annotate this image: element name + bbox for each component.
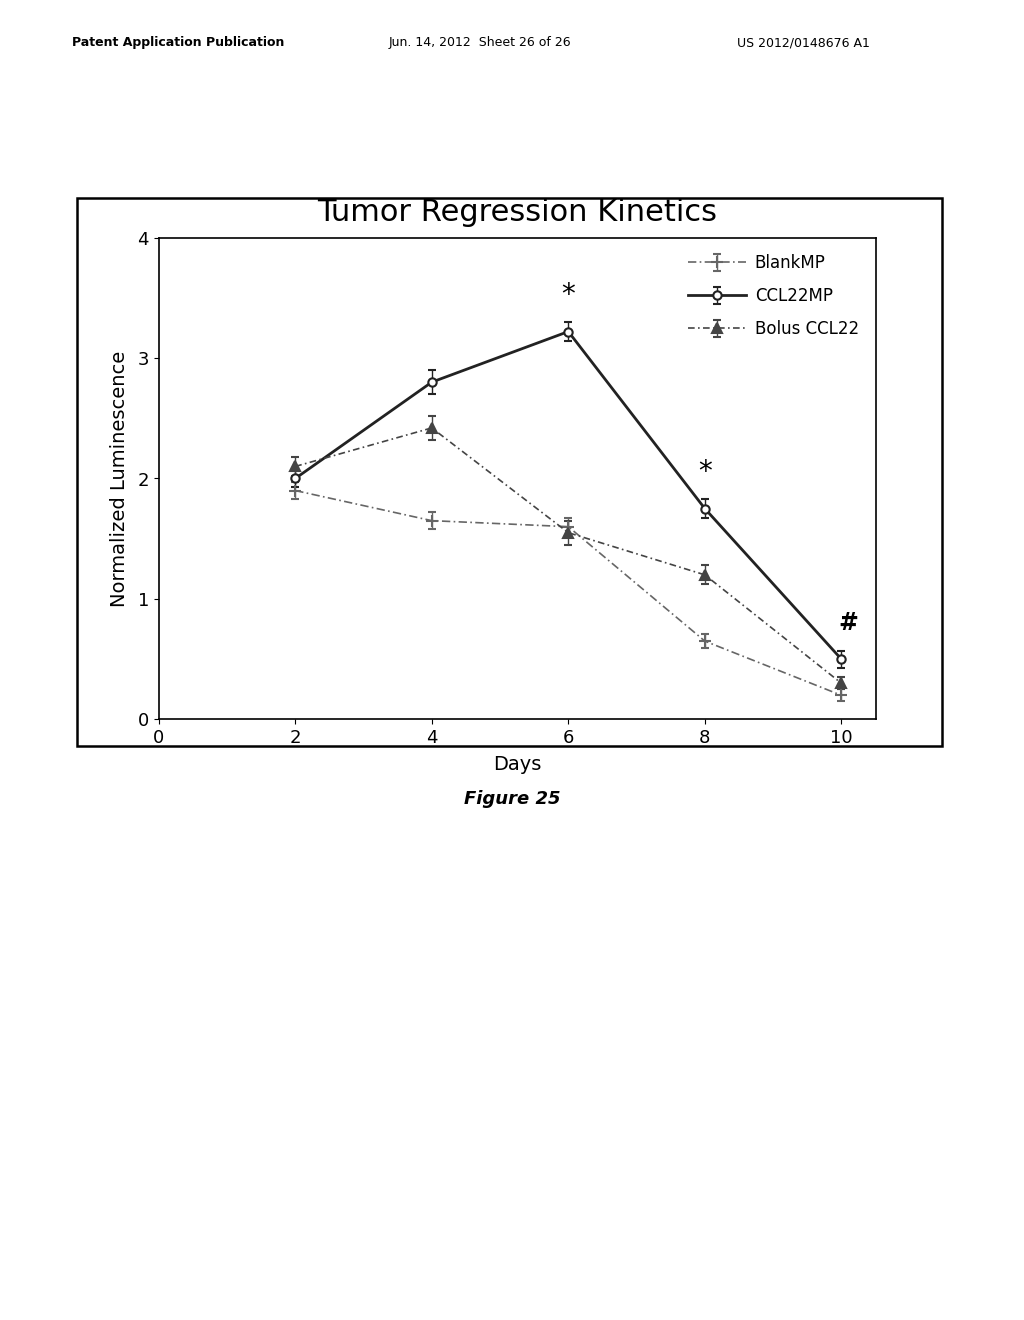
X-axis label: Days: Days	[493, 755, 542, 775]
Legend: BlankMP, CCL22MP, Bolus CCL22: BlankMP, CCL22MP, Bolus CCL22	[680, 246, 867, 347]
Text: US 2012/0148676 A1: US 2012/0148676 A1	[737, 36, 870, 49]
Text: *: *	[561, 281, 575, 309]
Y-axis label: Normalized Luminescence: Normalized Luminescence	[111, 350, 129, 607]
Text: Figure 25: Figure 25	[464, 789, 560, 808]
Text: Patent Application Publication: Patent Application Publication	[72, 36, 284, 49]
Text: *: *	[698, 458, 712, 487]
Text: #: #	[839, 611, 858, 635]
Title: Tumor Regression Kinetics: Tumor Regression Kinetics	[317, 198, 717, 227]
Text: Jun. 14, 2012  Sheet 26 of 26: Jun. 14, 2012 Sheet 26 of 26	[389, 36, 571, 49]
